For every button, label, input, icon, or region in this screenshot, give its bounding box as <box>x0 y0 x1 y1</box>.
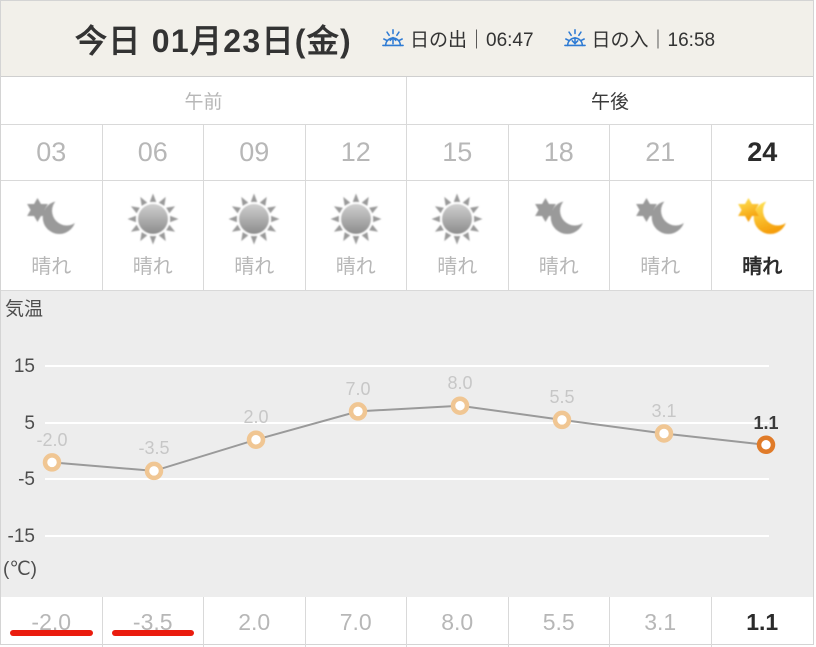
svg-text:-15: -15 <box>8 526 35 547</box>
svg-text:8.0: 8.0 <box>447 373 472 393</box>
svg-text:-3.5: -3.5 <box>138 438 169 458</box>
svg-text:1.1: 1.1 <box>753 413 778 433</box>
svg-text:-2.0: -2.0 <box>36 430 67 450</box>
svg-text:15: 15 <box>14 356 35 377</box>
svg-text:2.0: 2.0 <box>243 407 268 427</box>
svg-text:(℃): (℃) <box>3 559 37 580</box>
svg-text:5.5: 5.5 <box>549 387 574 407</box>
svg-text:3.1: 3.1 <box>651 401 676 421</box>
svg-text:-5: -5 <box>18 469 35 490</box>
svg-text:5: 5 <box>24 413 35 434</box>
svg-text:7.0: 7.0 <box>345 379 370 399</box>
